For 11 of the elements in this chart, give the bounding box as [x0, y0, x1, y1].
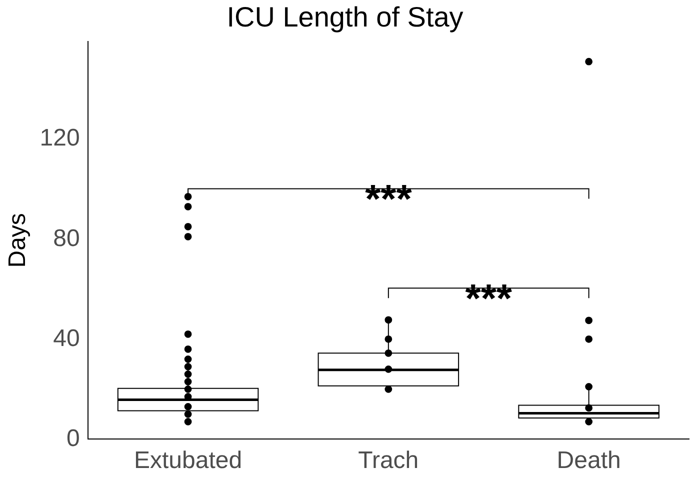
y-tick-label: 120: [40, 124, 80, 152]
x-tick-label: Death: [556, 447, 621, 474]
annotation: ***: [465, 277, 512, 322]
y-tick-label: 40: [53, 324, 80, 352]
y-tick-label: 80: [53, 224, 80, 252]
y-axis-title: Days: [4, 213, 32, 268]
y-tick-label: 0: [66, 424, 80, 452]
x-tick-label: Extubated: [134, 447, 242, 474]
x-tick-label: Trach: [358, 447, 419, 474]
chart-title: ICU Length of Stay: [226, 2, 464, 33]
annotation: ***: [365, 178, 412, 222]
